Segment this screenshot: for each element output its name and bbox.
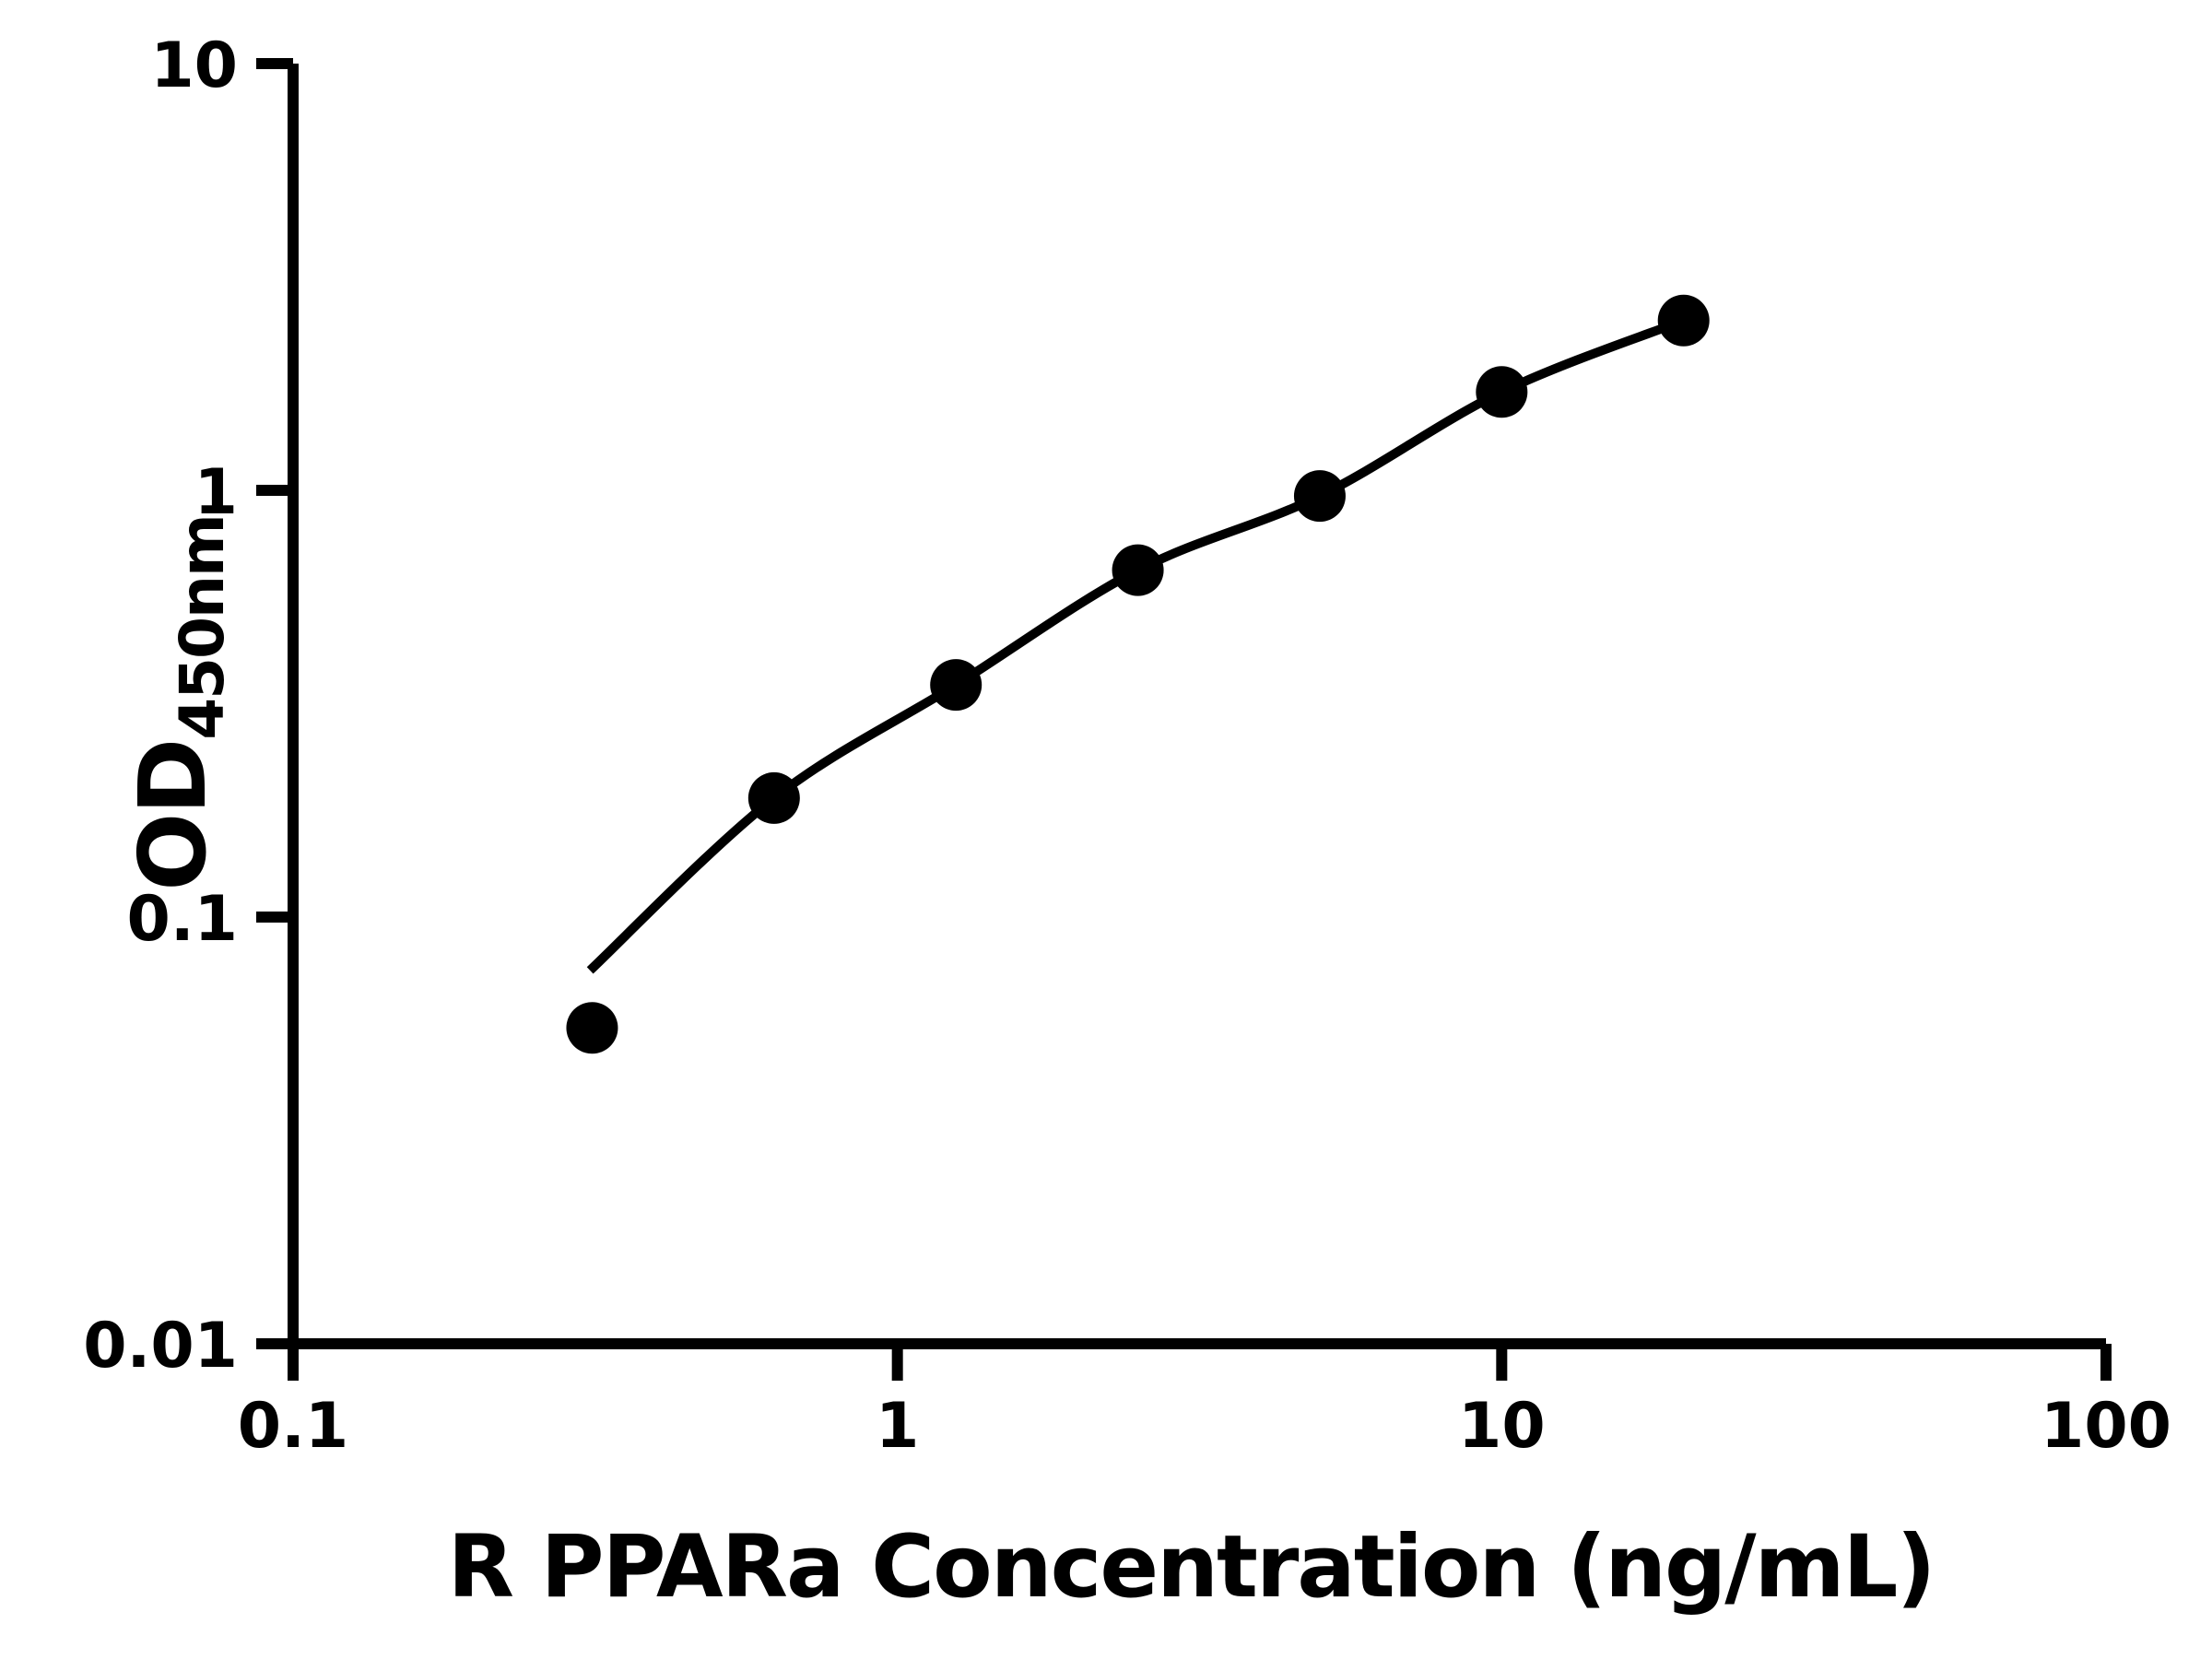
data-point <box>747 771 800 824</box>
y-tick-label: 0.01 <box>83 1310 238 1382</box>
y-axis-title: OD450nm <box>119 515 238 891</box>
y-tick-label: 10 <box>150 29 238 102</box>
data-point <box>1657 294 1710 347</box>
x-tick-label: 0.1 <box>238 1390 348 1463</box>
x-tick-label: 100 <box>2041 1390 2171 1463</box>
svg-text:OD450nm: OD450nm <box>119 515 238 891</box>
x-axis-title: R PPARa Concentration (ng/mL) <box>448 1517 1935 1618</box>
x-tick-label: 1 <box>876 1390 919 1463</box>
data-point <box>1293 470 1346 523</box>
data-points <box>566 294 1710 1054</box>
data-point <box>930 659 982 712</box>
x-tick-label: 10 <box>1458 1390 1546 1463</box>
y-axis-title-main: OD <box>119 740 227 891</box>
x-tick-labels: 0.1 1 10 100 <box>238 1390 2171 1463</box>
axis-spines <box>288 64 2106 1349</box>
data-point <box>1112 544 1164 596</box>
y-tick-label: 1 <box>194 456 238 529</box>
fit-curve-line <box>586 316 1686 974</box>
y-tick-label: 0.1 <box>127 883 238 956</box>
data-point <box>1476 366 1528 418</box>
y-axis-title-subscript: 450nm <box>167 515 238 740</box>
y-tick-labels: 10 1 0.1 0.01 <box>83 29 238 1382</box>
axis-tick-marks <box>256 58 2112 1381</box>
data-point <box>566 1002 618 1054</box>
